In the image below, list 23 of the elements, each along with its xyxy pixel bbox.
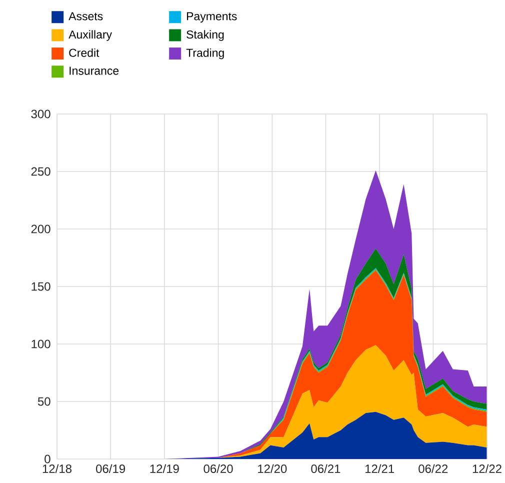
legend-label: Payments — [187, 12, 237, 23]
legend-label: Trading — [186, 48, 224, 60]
y-tick-label: 250 — [31, 167, 50, 176]
legend-label: Auxillary — [68, 30, 112, 41]
y-tick-label: 50 — [38, 397, 50, 406]
y-tick-label: 0 — [44, 454, 50, 464]
y-tick-label: 200 — [31, 224, 50, 234]
x-tick-label: 12/19 — [150, 464, 179, 474]
y-tick-label: 300 — [31, 110, 50, 118]
x-tick-label: 06/20 — [204, 464, 233, 474]
legend-label: Assets — [68, 12, 103, 20]
y-tick-label: 100 — [32, 340, 50, 348]
x-tick-label: 06/21 — [311, 464, 340, 474]
legend-label: Staking — [186, 30, 224, 41]
x-tick-label: 12/18 — [42, 464, 72, 474]
x-tick-label: 12/20 — [258, 464, 287, 474]
x-tick-label: 06/19 — [96, 464, 126, 474]
x-tick-label: 06/22 — [418, 464, 448, 474]
y-tick-label: 150 — [32, 282, 50, 291]
legend-label: Credit — [69, 48, 100, 57]
x-tick-label: 12/22 — [472, 464, 502, 474]
x-tick-label: 12/21 — [365, 464, 394, 474]
legend-label: Insurance — [70, 66, 119, 75]
